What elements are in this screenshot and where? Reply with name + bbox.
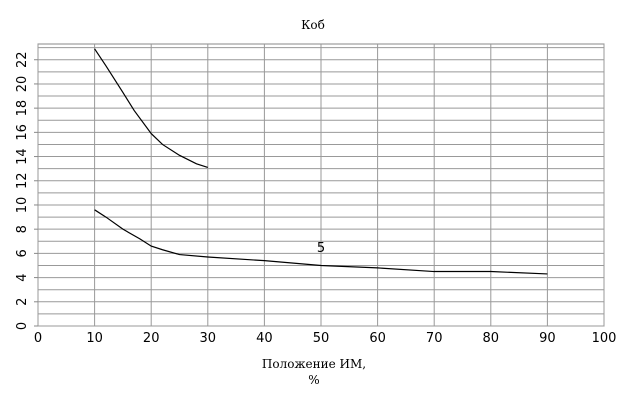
y-tick-label: 0 xyxy=(15,322,30,330)
x-tick-label: 40 xyxy=(256,331,273,346)
x-axis-label: % xyxy=(308,373,319,387)
x-tick-label: 100 xyxy=(592,331,617,346)
y-tick-label: 6 xyxy=(15,249,30,257)
x-tick-label: 10 xyxy=(86,331,103,346)
x-tick-label: 0 xyxy=(34,331,42,346)
y-tick-label: 20 xyxy=(15,76,30,93)
y-tick-label: 4 xyxy=(15,273,30,281)
x-tick-label: 20 xyxy=(143,331,160,346)
x-axis-label: Положение ИМ, xyxy=(262,357,366,371)
x-tick-label: 70 xyxy=(426,331,443,346)
line xyxy=(94,48,208,169)
x-tick-label: 80 xyxy=(483,331,500,346)
line xyxy=(94,209,548,275)
x-tick-label: 60 xyxy=(369,331,386,346)
y-tick-label: 14 xyxy=(15,148,30,165)
x-tick-label: 90 xyxy=(539,331,556,346)
y-tick-label: 16 xyxy=(15,124,30,141)
y-tick-label: 18 xyxy=(15,100,30,117)
y-tick-label: 22 xyxy=(15,51,30,68)
y-tick-label: 2 xyxy=(15,298,30,306)
chart-title: Коб xyxy=(301,18,325,32)
y-tick-label: 8 xyxy=(15,225,30,233)
y-tick-label: 10 xyxy=(15,197,30,214)
x-tick-label: 50 xyxy=(313,331,330,346)
annotation: 5 xyxy=(317,241,325,256)
y-tick-label: 12 xyxy=(15,172,30,189)
x-tick-label: 30 xyxy=(200,331,217,346)
